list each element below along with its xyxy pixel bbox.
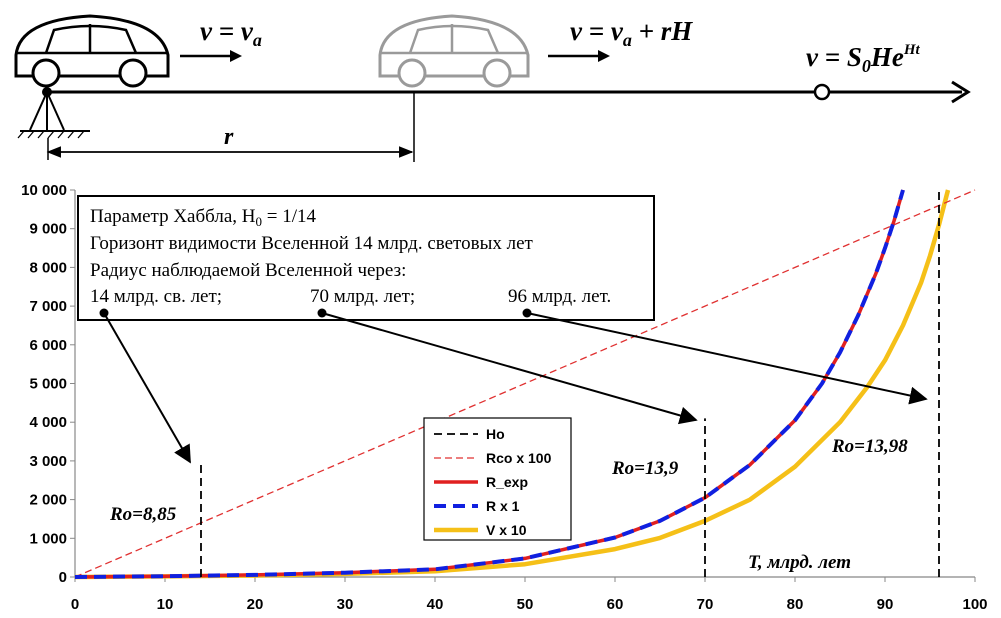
formula-mid: v = va + rH: [570, 16, 693, 50]
series-rco-x-100-line: [74, 189, 976, 578]
motion-diagram: r v = va v = va + rH v = S0HeHt: [14, 14, 971, 162]
x-axis-title: T, млрд. лет: [748, 552, 851, 573]
info-box: Параметр Хаббла, H0 = 1/14 Горизонт види…: [77, 195, 655, 321]
x-tick-label: 0: [71, 596, 79, 613]
observer-tripod-icon: [17, 87, 90, 139]
y-tick-label: 3 000: [29, 453, 67, 470]
series-r-x-1-line: [74, 189, 905, 579]
x-tick-label: 60: [607, 596, 624, 613]
y-tick-label: 1 000: [29, 530, 67, 547]
y-tick-label: 9 000: [29, 221, 67, 238]
x-tick-label: 20: [247, 596, 264, 613]
horizon-point: [813, 83, 831, 101]
y-tick-label: 8 000: [29, 259, 67, 276]
chart-legend: Ho Rco x 100 R_exp R x 1 V x 10: [423, 417, 572, 541]
velocity-arrowhead-left: [230, 50, 242, 62]
y-tick-label: 2 000: [29, 492, 67, 509]
y-tick-label: 10 000: [21, 182, 67, 199]
pointer-arrow-96: [526, 312, 928, 405]
info-label-14: 14 млрд. св. лет;: [90, 286, 222, 307]
chart-area: 0 1 000 2 000 3 000 4 000 5 000 6 000 7 000 8 00…: [21, 182, 987, 613]
info-label-70: 70 млрд. лет;: [310, 286, 415, 307]
legend-label: Rco x 100: [486, 450, 552, 466]
info-line-hubble: Параметр Хаббла, H0 = 1/14: [90, 206, 316, 229]
ro-label-3: Ro=13,98: [831, 436, 908, 457]
pointer-arrow-70: [321, 312, 698, 425]
legend-label: R_exp: [486, 474, 528, 490]
y-tick-label: 5 000: [29, 376, 67, 393]
x-tick-label: 90: [877, 596, 894, 613]
formula-right: v = S0HeHt: [806, 42, 921, 76]
y-tick-label: 6 000: [29, 337, 67, 354]
info-label-96: 96 млрд. лет.: [508, 286, 611, 307]
pointer-arrow-14: [103, 312, 191, 464]
velocity-arrowhead-mid: [598, 50, 610, 62]
info-box-frame: [77, 195, 655, 321]
distance-label: r: [224, 124, 234, 150]
chart-series: [74, 189, 976, 580]
y-tick-label: 7 000: [29, 298, 67, 315]
x-tick-label: 100: [962, 596, 987, 613]
ro-label-2: Ro=13,9: [611, 458, 679, 479]
y-axis: 0 1 000 2 000 3 000 4 000 5 000 6 000 7 000 8 00…: [21, 182, 76, 586]
y-tick-label: 0: [59, 569, 67, 586]
legend-frame: [423, 417, 572, 541]
x-tick-label: 30: [337, 596, 354, 613]
car-icon-black: [14, 14, 170, 88]
x-tick-label: 10: [157, 596, 174, 613]
diagram-axis-arrowhead: [951, 80, 971, 104]
x-axis: 0 10 20 30 40 50 60 70 80 90 100: [71, 576, 988, 613]
pointer-arrows: [99, 308, 928, 464]
legend-label: Ho: [486, 426, 505, 442]
x-tick-label: 50: [517, 596, 534, 613]
info-line-radius: Радиус наблюдаемой Вселенной через:: [90, 260, 406, 281]
legend-label: V x 10: [486, 522, 527, 538]
formula-left: v = va: [200, 16, 262, 50]
x-tick-label: 80: [787, 596, 804, 613]
y-tick-label: 4 000: [29, 414, 67, 431]
x-tick-label: 70: [697, 596, 714, 613]
legend-label: R x 1: [486, 498, 520, 514]
car-icon-grey: [378, 14, 530, 88]
ro-label-1: Ro=8,85: [109, 504, 177, 525]
x-tick-label: 40: [427, 596, 444, 613]
info-line-horizon: Горизонт видимости Вселенной 14 млрд. св…: [90, 233, 534, 254]
